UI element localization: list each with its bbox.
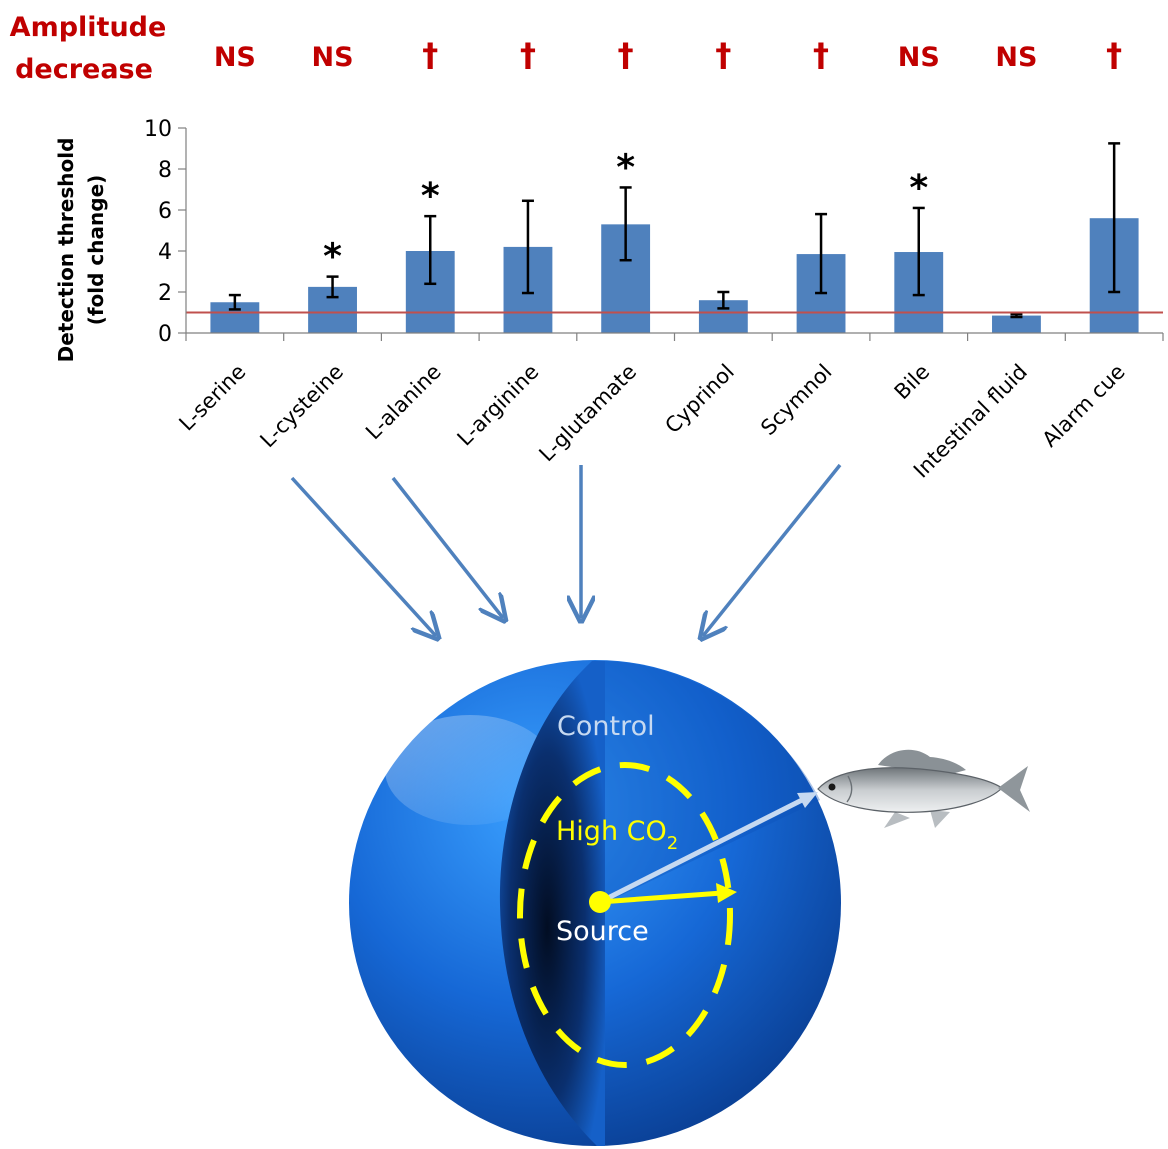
sphere-cutaway-top: [605, 661, 820, 903]
fish-tail: [998, 766, 1030, 812]
error-bars: [228, 142, 1121, 319]
bars: [210, 218, 1139, 333]
control-radius-arrow: [598, 794, 810, 905]
high-co2-radius-arrowhead: [716, 883, 737, 903]
y-axis-label-line2: (fold change): [84, 175, 108, 326]
category-label: Cyprinol: [660, 360, 738, 438]
amplitude-title-line2: decrease: [15, 54, 153, 85]
fish-anal-fin: [930, 810, 950, 828]
category-label: L-alanine: [361, 360, 446, 445]
category-labels: L-serine L-cysteine L-alanine L-arginineL-g…: [174, 360, 1129, 483]
arrow-alanine: [391, 476, 503, 618]
high-co2-text: High CO: [556, 816, 667, 847]
amplitude-marker: NS: [898, 42, 940, 73]
amplitude-marker: NS: [312, 42, 354, 73]
fish-pelvic-fin: [884, 812, 910, 828]
amplitude-marker: †: [618, 36, 634, 74]
y-tick-label: 4: [158, 240, 172, 265]
significance-star: *: [616, 147, 635, 188]
amplitude-marker: NS: [214, 42, 256, 73]
amplitude-marker: †: [422, 36, 438, 74]
sphere-highlight: [385, 715, 555, 825]
significance-star: *: [421, 176, 440, 217]
fish-eye: [828, 783, 836, 791]
y-tick-label: 8: [158, 158, 172, 183]
bar: [992, 315, 1041, 333]
high-co2-boundary: [517, 762, 733, 1068]
category-label: L-serine: [174, 360, 250, 436]
sphere-diagram: Control High CO2 Source: [349, 660, 841, 1146]
source-label: Source: [556, 916, 649, 947]
y-tick-label: 0: [158, 322, 172, 347]
fish-image: [817, 749, 1030, 828]
category-label: L-cysteine: [255, 360, 348, 453]
y-tick-label: 10: [144, 117, 172, 142]
category-label: L-arginine: [453, 360, 544, 451]
amplitude-title-line1: Amplitude: [10, 12, 167, 43]
control-label: Control: [557, 711, 655, 742]
high-co2-subscript: 2: [667, 833, 678, 854]
amplitude-marker: †: [520, 36, 536, 74]
y-tick-label: 6: [158, 199, 172, 224]
category-label: L-glutamate: [534, 360, 641, 467]
arrow-bile: [703, 463, 842, 636]
source-point: [589, 891, 611, 913]
category-label: Scymnol: [756, 360, 836, 440]
amplitude-marker: †: [813, 36, 829, 74]
significance-star: *: [323, 237, 342, 278]
significance-star: *: [909, 168, 928, 209]
amplitude-marker: †: [715, 36, 731, 74]
x-ticks: [185, 333, 1164, 341]
amplitude-marker: NS: [995, 42, 1037, 73]
y-axis-label-line1: Detection threshold: [54, 138, 78, 363]
pointer-arrows: [290, 463, 842, 636]
high-co2-radius-arrow: [599, 890, 723, 905]
fish-dorsal-fin: [878, 749, 966, 775]
fish-body: [817, 767, 1003, 813]
bar-chart: 0 2 4 6 8 10 * * * * L-serine L-cysteine L-alanine…: [144, 117, 1164, 483]
category-label: Alarm cue: [1038, 360, 1130, 452]
category-label: Bile: [890, 360, 935, 405]
control-radius-arrowhead: [797, 792, 818, 808]
y-ticks: 0 2 4 6 8 10: [144, 117, 186, 347]
amplitude-marker: †: [1106, 36, 1122, 74]
significance-markers: * * * *: [323, 147, 928, 277]
fish-gill: [846, 775, 853, 803]
amplitude-markers: NS NS † † † † † NS NS †: [214, 36, 1122, 74]
arrow-cysteine: [290, 476, 436, 636]
y-tick-label: 2: [158, 281, 172, 306]
high-co2-label: High CO2: [556, 816, 678, 854]
